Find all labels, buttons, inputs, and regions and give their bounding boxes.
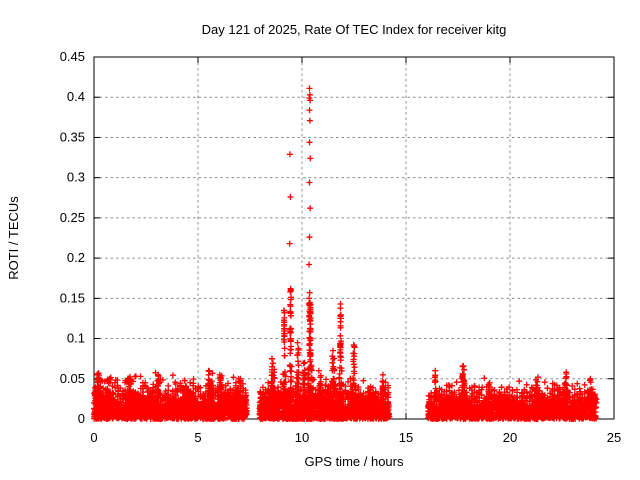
y-tick-label: 0.1 bbox=[67, 331, 85, 346]
y-tick-label: 0.25 bbox=[60, 210, 85, 225]
chart-title: Day 121 of 2025, Rate Of TEC Index for r… bbox=[202, 22, 507, 37]
y-tick-label: 0.3 bbox=[67, 170, 85, 185]
y-tick-label: 0 bbox=[78, 411, 85, 426]
x-tick-label: 15 bbox=[399, 430, 413, 445]
x-tick-label: 5 bbox=[194, 430, 201, 445]
data-points-scatter bbox=[91, 85, 600, 422]
y-tick-label: 0.4 bbox=[67, 89, 85, 104]
x-axis-label: GPS time / hours bbox=[305, 454, 404, 469]
x-tick-label: 20 bbox=[503, 430, 517, 445]
y-tick-label: 0.35 bbox=[60, 129, 85, 144]
x-tick-label: 10 bbox=[295, 430, 309, 445]
y-tick-label: 0.15 bbox=[60, 290, 85, 305]
tick-labels: 0 5 10 15 20 25 0 0.05 0.1 0.15 0.2 0.25 0.3 0.35 0.4 0… bbox=[60, 49, 622, 445]
x-tick-label: 25 bbox=[607, 430, 621, 445]
x-tick-label: 0 bbox=[90, 430, 97, 445]
y-tick-label: 0.2 bbox=[67, 250, 85, 265]
y-tick-label: 0.05 bbox=[60, 371, 85, 386]
y-axis-label: ROTI / TECUs bbox=[6, 196, 21, 280]
y-tick-label: 0.45 bbox=[60, 49, 85, 64]
